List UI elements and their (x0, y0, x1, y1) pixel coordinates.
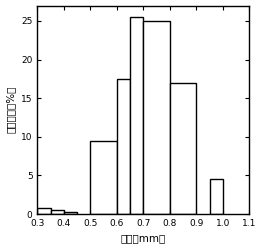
Bar (130, 17, 143, 214)
Bar (37, 208, 51, 214)
Bar (51, 210, 64, 214)
Y-axis label: 体积分比（%）: 体积分比（%） (6, 86, 15, 133)
Bar (90, 141, 117, 214)
Bar (64, 212, 77, 214)
Bar (210, 179, 223, 214)
Bar (143, 21, 170, 214)
X-axis label: 粒径（mm）: 粒径（mm） (121, 234, 166, 244)
Bar (117, 79, 130, 214)
Bar (170, 83, 196, 214)
